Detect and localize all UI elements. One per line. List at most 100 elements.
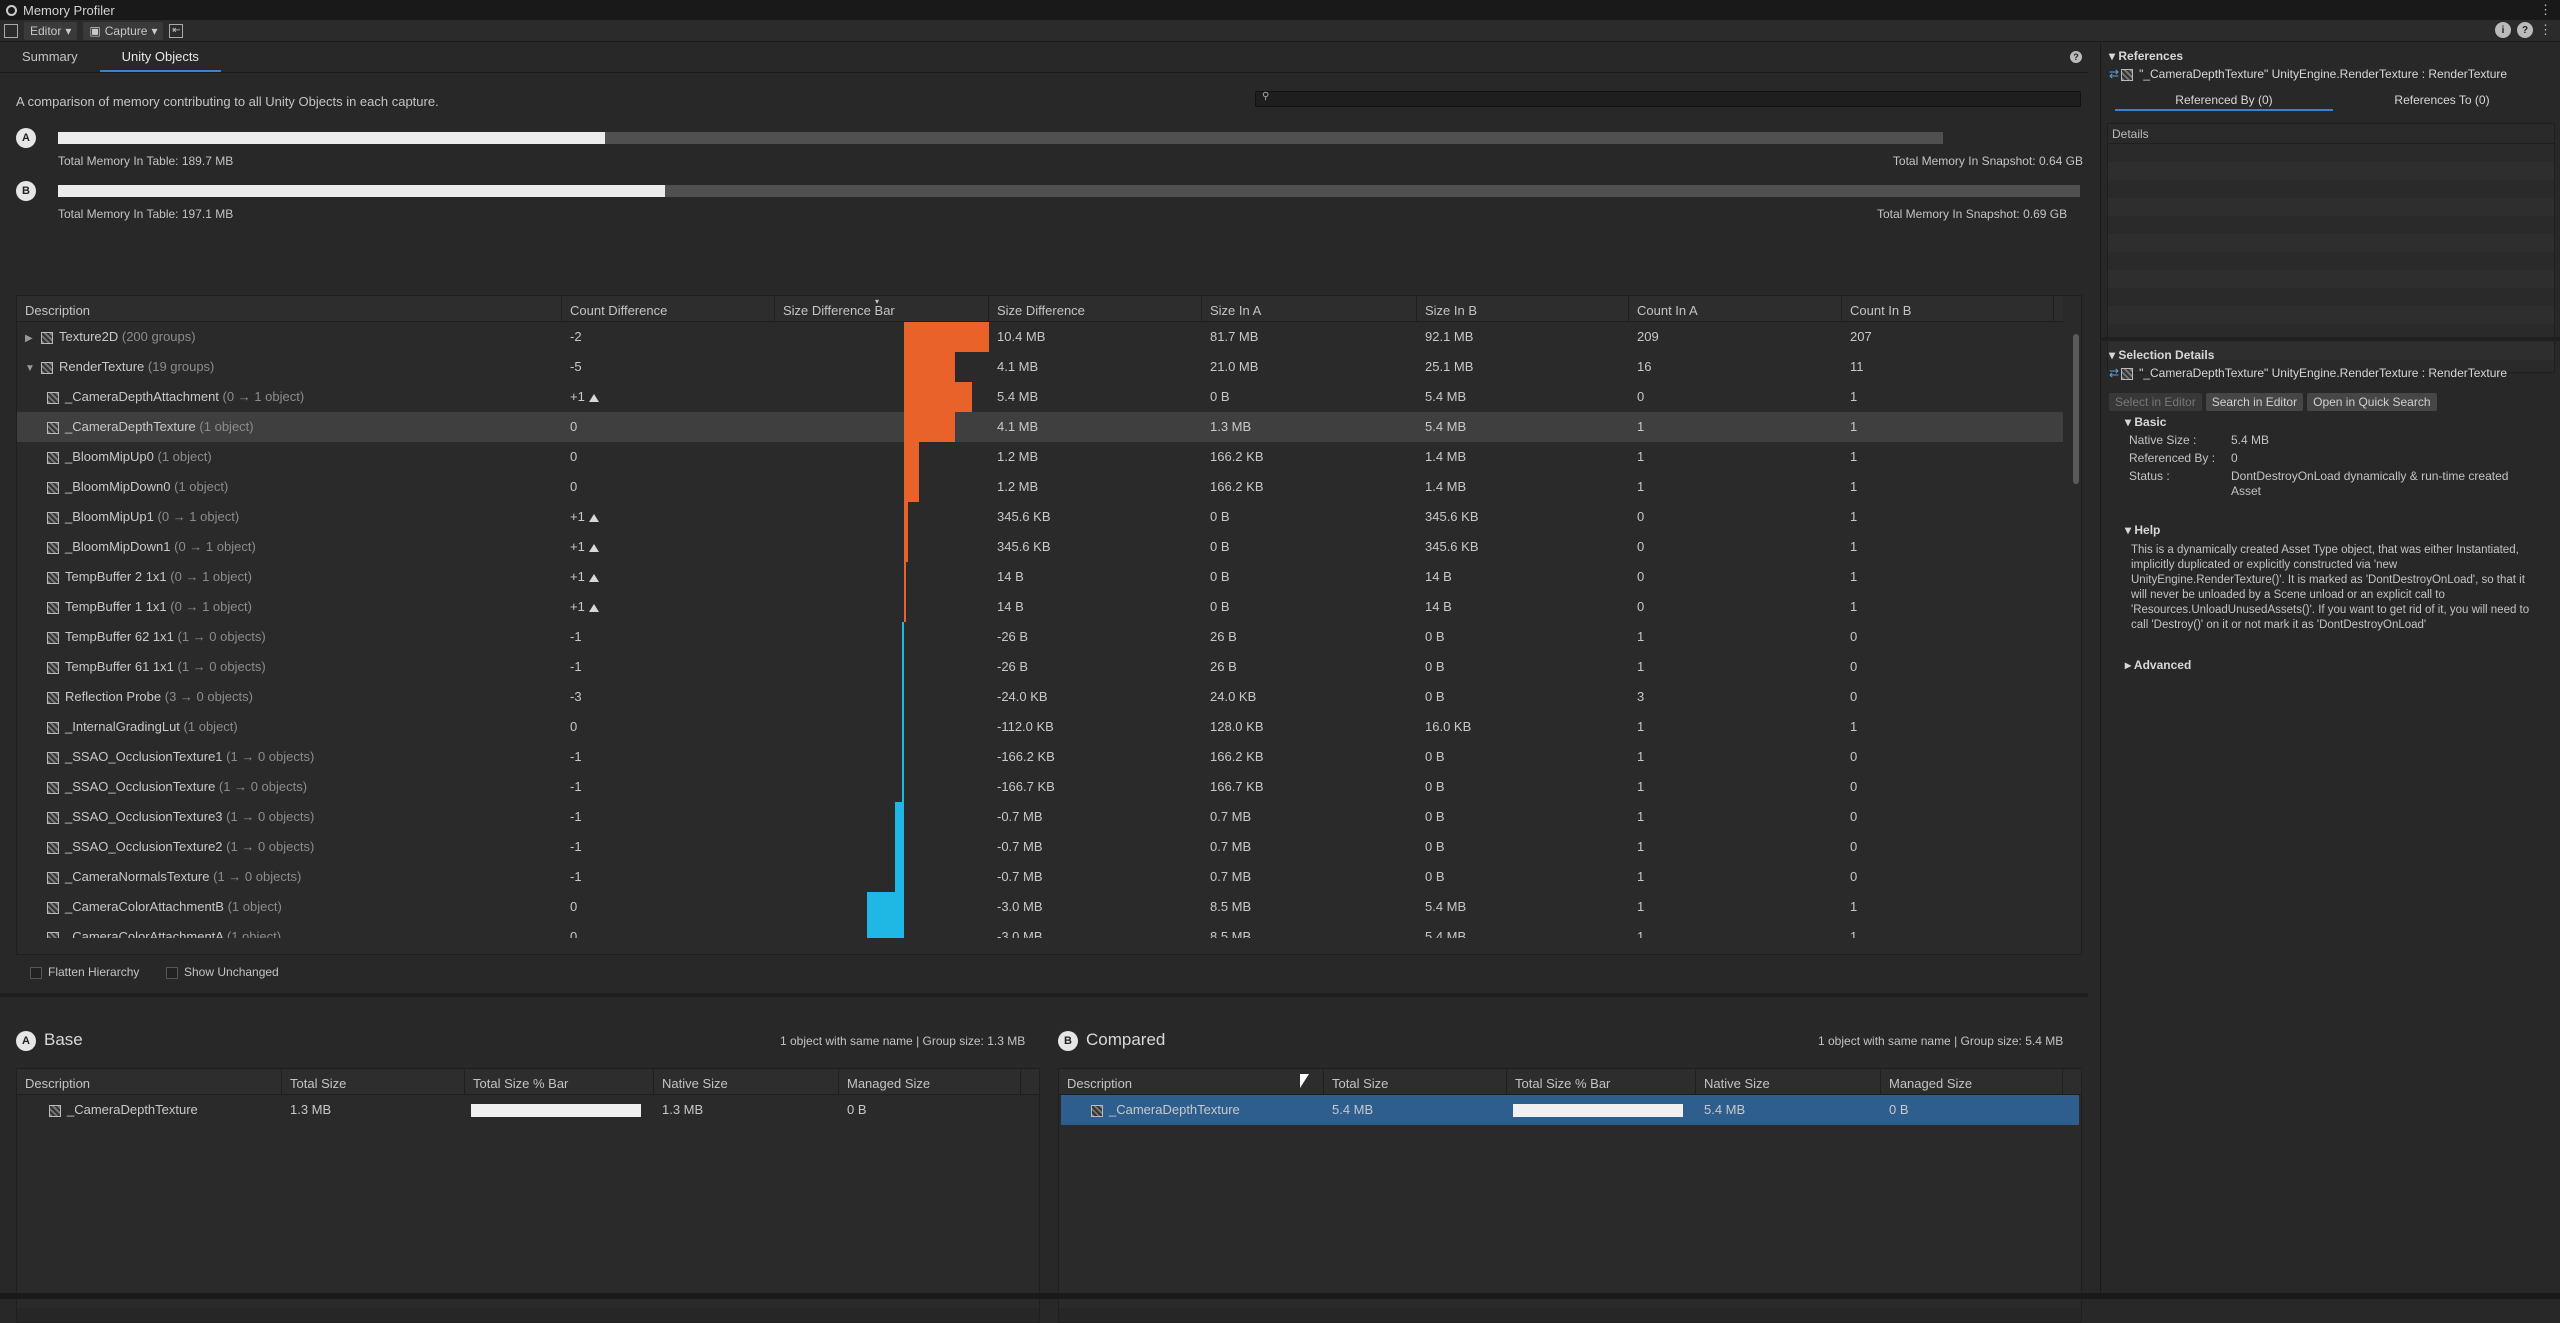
sidebar-toggle-icon[interactable]	[4, 23, 18, 38]
object-name: _SSAO_OcclusionTexture1	[65, 749, 223, 764]
flatten-checkbox[interactable]	[30, 966, 42, 979]
table-row[interactable]: _CameraDepthAttachment (0 → 1 object) +1 5…	[17, 382, 2063, 412]
size-difference-bar	[895, 832, 904, 862]
basic-section-header[interactable]: ▾ Basic	[2125, 415, 2167, 429]
snapshot-a-badge: A	[16, 128, 36, 148]
size-difference-bar	[902, 652, 904, 682]
column-header-description[interactable]: Description	[1059, 1069, 1324, 1095]
advanced-section-header[interactable]: ▸ Advanced	[2125, 658, 2192, 672]
table-row[interactable]: ▶ Texture2D (200 groups) -2 10.4 MB 81.7 MB 9…	[17, 322, 2063, 352]
help-icon[interactable]: ?	[2070, 51, 2082, 63]
object-icon: ⇄	[2109, 366, 2120, 380]
info-icon[interactable]: i	[2495, 22, 2511, 38]
references-header[interactable]: ▾ References	[2109, 49, 2184, 63]
count-in-a-cell: 1	[1637, 659, 1645, 674]
size-difference-cell: 345.6 KB	[997, 509, 1051, 524]
main-panel: Summary Unity Objects ? A comparison of …	[0, 42, 2088, 1323]
search-in-editor-button[interactable]: Search in Editor	[2205, 393, 2304, 411]
object-count-detail: (3 → 0 objects)	[164, 689, 253, 704]
column-header-size-difference-bar[interactable]: Size Difference Bar ▾	[775, 296, 989, 322]
table-row[interactable]: _CameraDepthTexture 5.4 MB 5.4 MB 0 B	[1061, 1095, 2079, 1125]
size-difference-bar-cell	[775, 412, 989, 442]
column-header-description[interactable]: Description	[17, 1069, 282, 1095]
table-row[interactable]: _SSAO_OcclusionTexture1 (1 → 0 objects) -…	[17, 742, 2063, 772]
select-in-editor-button[interactable]: Select in Editor	[2109, 393, 2202, 411]
import-icon[interactable]: ⇤	[169, 23, 184, 38]
column-header-total-size[interactable]: Total Size	[1324, 1069, 1507, 1095]
open-in-quick-search-button[interactable]: Open in Quick Search	[2307, 393, 2437, 411]
table-row[interactable]: TempBuffer 62 1x1 (1 → 0 objects) -1 -26 B…	[17, 622, 2063, 652]
table-row[interactable]: _BloomMipUp0 (1 object) 0 1.2 MB 166.2 KB 1.…	[17, 442, 2063, 472]
help-icon[interactable]: ?	[2517, 22, 2533, 38]
table-row[interactable]: _SSAO_OcclusionTexture3 (1 → 0 objects) -…	[17, 802, 2063, 832]
table-row[interactable]: _SSAO_OcclusionTexture (1 → 0 objects) -1…	[17, 772, 2063, 802]
tab-referenced-by[interactable]: Referenced By (0)	[2115, 91, 2333, 111]
tab-unity-objects[interactable]: Unity Objects	[99, 42, 221, 72]
object-count-detail: (1 → 0 objects)	[177, 659, 266, 674]
table-row[interactable]: _CameraNormalsTexture (1 → 0 objects) -1 -…	[17, 862, 2063, 892]
table-row[interactable]: _BloomMipUp1 (0 → 1 object) +1 345.6 KB 0 B…	[17, 502, 2063, 532]
size-in-b-cell: 0 B	[1425, 629, 1445, 644]
table-vertical-scrollbar[interactable]	[2071, 322, 2081, 938]
triangle-down-icon[interactable]: ▼	[25, 363, 35, 374]
column-header-count-in-b[interactable]: Count In B	[1842, 296, 2054, 322]
details-splitter[interactable]	[2101, 337, 2560, 341]
flatten-hierarchy-toggle[interactable]: Flatten Hierarchy	[30, 965, 139, 979]
table-row[interactable]: _BloomMipDown1 (0 → 1 object) +1 345.6 KB 0…	[17, 532, 2063, 562]
size-difference-bar	[866, 892, 904, 922]
editor-dropdown[interactable]: Editor ▾	[24, 21, 78, 40]
unchanged-checkbox[interactable]	[166, 966, 178, 979]
scrollbar-thumb[interactable]	[2073, 334, 2079, 484]
column-header-total-size-bar[interactable]: Total Size % Bar	[1507, 1069, 1696, 1095]
count-difference-cell: +1	[562, 562, 775, 592]
column-header-total-size-bar[interactable]: Total Size % Bar	[465, 1069, 654, 1095]
triangle-right-icon[interactable]: ▶	[25, 333, 33, 344]
splitter[interactable]	[0, 993, 2088, 997]
search-input[interactable]: ⚲	[1255, 91, 2081, 107]
table-row[interactable]: ▼ RenderTexture (19 groups) -5 4.1 MB 21.0 M…	[17, 352, 2063, 382]
table-row[interactable]: TempBuffer 61 1x1 (1 → 0 objects) -1 -26 B…	[17, 652, 2063, 682]
column-header-count-in-a[interactable]: Count In A	[1629, 296, 1842, 322]
column-header-native-size[interactable]: Native Size	[654, 1069, 839, 1095]
total-size-cell: 1.3 MB	[290, 1102, 332, 1117]
table-row[interactable]: _CameraDepthTexture (1 object) 0 4.1 MB 1.3…	[17, 412, 2063, 442]
table-row[interactable]: Reflection Probe (3 → 0 objects) -3 -24.0 …	[17, 682, 2063, 712]
column-header-description[interactable]: Description	[17, 296, 562, 322]
size-difference-bar-cell	[775, 352, 989, 382]
selection-details-header[interactable]: ▾ Selection Details	[2109, 348, 2215, 362]
object-count-detail: (1 object)	[227, 899, 282, 914]
more-icon[interactable]: ⋮	[2539, 22, 2552, 37]
tab-summary[interactable]: Summary	[22, 49, 78, 64]
help-section-header[interactable]: ▾ Help	[2125, 523, 2161, 537]
object-count-detail: (0 → 1 object)	[170, 569, 252, 584]
description-cell: _CameraColorAttachmentA (1 object)	[17, 922, 562, 938]
column-header-size-in-b[interactable]: Size In B	[1417, 296, 1629, 322]
size-difference-cell: -3.0 MB	[997, 899, 1043, 914]
capture-dropdown[interactable]: ▣ Capture ▾	[83, 21, 164, 40]
size-difference-bar	[904, 562, 906, 592]
render-texture-icon	[2121, 68, 2134, 81]
tab-references-to[interactable]: References To (0)	[2394, 93, 2490, 107]
table-horizontal-scrollbar[interactable]	[17, 938, 2063, 954]
show-unchanged-toggle[interactable]: Show Unchanged	[166, 965, 279, 979]
window-menu-icon[interactable]: ⋮	[2539, 2, 2552, 17]
table-row[interactable]: _BloomMipDown0 (1 object) 0 1.2 MB 166.2 KB…	[17, 472, 2063, 502]
table-row[interactable]: _CameraDepthTexture 1.3 MB 1.3 MB 0 B	[19, 1095, 1037, 1125]
column-header-native-size[interactable]: Native Size	[1696, 1069, 1881, 1095]
column-header-managed-size[interactable]: Managed Size	[1881, 1069, 2063, 1095]
column-header-size-difference[interactable]: Size Difference	[989, 296, 1202, 322]
column-header-managed-size[interactable]: Managed Size	[839, 1069, 1021, 1095]
column-header-count-difference[interactable]: Count Difference	[562, 296, 775, 322]
object-name: _CameraDepthTexture	[65, 419, 196, 434]
size-in-b-cell: 5.4 MB	[1425, 899, 1467, 914]
horizontal-scrollbar[interactable]	[17, 1308, 1039, 1322]
table-row[interactable]: _CameraColorAttachmentA (1 object) 0 -3.0 …	[17, 922, 2063, 938]
column-header-total-size[interactable]: Total Size	[282, 1069, 465, 1095]
horizontal-scrollbar[interactable]	[1059, 1308, 2081, 1322]
table-row[interactable]: _InternalGradingLut (1 object) 0 -112.0 KB…	[17, 712, 2063, 742]
column-header-size-in-a[interactable]: Size In A	[1202, 296, 1417, 322]
table-row[interactable]: _SSAO_OcclusionTexture2 (1 → 0 objects) -…	[17, 832, 2063, 862]
table-row[interactable]: _CameraColorAttachmentB (1 object) 0 -3.0 …	[17, 892, 2063, 922]
